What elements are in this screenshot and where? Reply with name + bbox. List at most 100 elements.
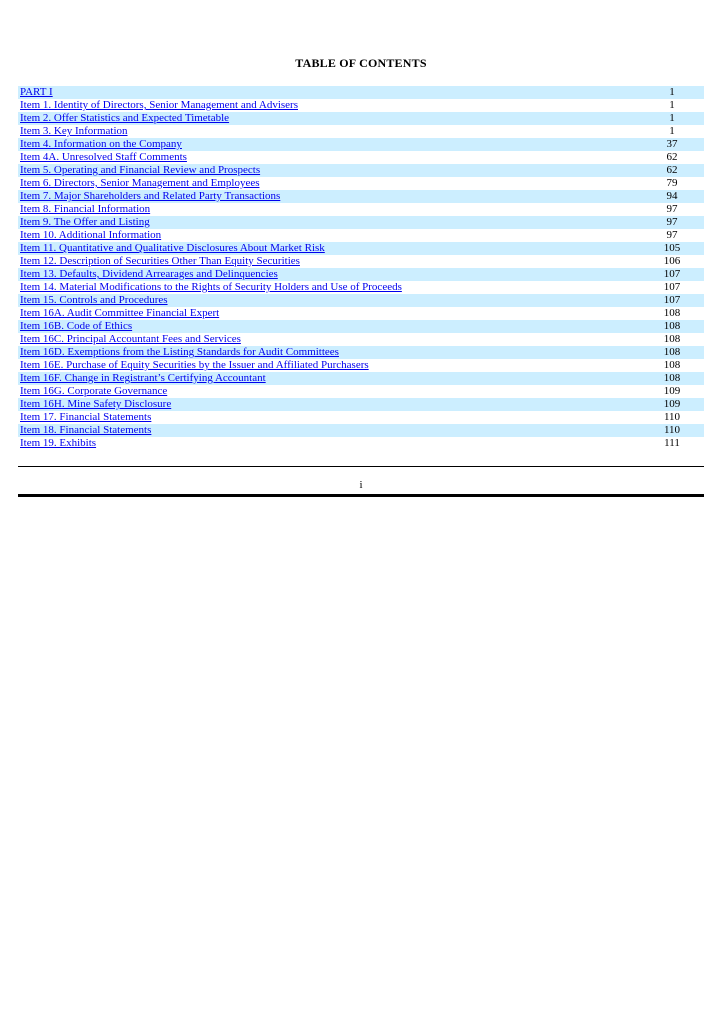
toc-entry-label: Item 6. Directors, Senior Management and…: [18, 177, 640, 190]
footer-divider-thick: [18, 494, 704, 497]
toc-row: Item 5. Operating and Financial Review a…: [18, 164, 704, 177]
toc-row: Item 9. The Offer and Listing 97: [18, 216, 704, 229]
toc-row: Item 17. Financial Statements 110: [18, 411, 704, 424]
toc-entry-page-number: 106: [663, 255, 681, 267]
toc-entry-label: Item 7. Major Shareholders and Related P…: [18, 190, 640, 203]
toc-row: Item 16A. Audit Committee Financial Expe…: [18, 307, 704, 320]
toc-entry-page-number: 109: [663, 398, 681, 410]
toc-row: Item 2. Offer Statistics and Expected Ti…: [18, 112, 704, 125]
toc-entry-label: Item 14. Material Modifications to the R…: [18, 281, 640, 294]
toc-row: Item 10. Additional Information 97: [18, 229, 704, 242]
toc-entry-link[interactable]: Item 8. Financial Information: [20, 203, 151, 215]
toc-row: Item 16D. Exemptions from the Listing St…: [18, 346, 704, 359]
toc-entry-link[interactable]: Item 16C. Principal Accountant Fees and …: [20, 333, 241, 345]
toc-entry-label: Item 16H. Mine Safety Disclosure: [18, 398, 640, 411]
toc-entry-link[interactable]: Item 9. The Offer and Listing: [20, 216, 150, 228]
toc-entry-link[interactable]: Item 16F. Change in Registrant’s Certify…: [20, 372, 266, 384]
toc-entry-link[interactable]: PART I: [20, 86, 53, 98]
toc-entry-link[interactable]: Item 1. Identity of Directors, Senior Ma…: [20, 99, 298, 111]
toc-entry-label: Item 16G. Corporate Governance: [18, 385, 640, 398]
toc-entry-page-number: 110: [663, 411, 681, 423]
toc-entry-label: Item 8. Financial Information: [18, 203, 640, 216]
toc-entry-page-number: 1: [669, 99, 675, 111]
toc-entry-label: Item 4. Information on the Company: [18, 138, 640, 151]
toc-entry-link[interactable]: Item 14. Material Modifications to the R…: [20, 281, 402, 293]
toc-entry-label: PART I: [18, 86, 640, 99]
toc-entry-page-number: 111: [664, 437, 680, 449]
toc-entry-label: Item 16D. Exemptions from the Listing St…: [18, 346, 640, 359]
toc-entry-page-number: 1: [669, 112, 675, 124]
toc-row: Item 15. Controls and Procedures 107: [18, 294, 704, 307]
toc-row: PART I 1: [18, 86, 704, 99]
page-title: TABLE OF CONTENTS: [295, 56, 427, 70]
toc-entry-page-number: 107: [663, 294, 681, 306]
toc-entry-label: Item 3. Key Information: [18, 125, 640, 138]
toc-entry-label: Item 16F. Change in Registrant’s Certify…: [18, 372, 640, 385]
toc-entry-link[interactable]: Item 15. Controls and Procedures: [20, 294, 168, 306]
toc-entry-label: Item 16B. Code of Ethics: [18, 320, 640, 333]
toc-entry-label: Item 13. Defaults, Dividend Arrearages a…: [18, 268, 640, 281]
toc-entry-link[interactable]: Item 16D. Exemptions from the Listing St…: [20, 346, 339, 358]
toc-entry-label: Item 15. Controls and Procedures: [18, 294, 640, 307]
toc-entry-label: Item 10. Additional Information: [18, 229, 640, 242]
toc-row: Item 18. Financial Statements 110: [18, 424, 704, 437]
document-page: TABLE OF CONTENTS PART I 1 Item 1. Ident…: [18, 0, 704, 497]
toc-entry-link[interactable]: Item 13. Defaults, Dividend Arrearages a…: [20, 268, 278, 280]
toc-entry-page-number: 108: [663, 320, 681, 332]
toc-row: Item 6. Directors, Senior Management and…: [18, 177, 704, 190]
toc-entry-label: Item 2. Offer Statistics and Expected Ti…: [18, 112, 640, 125]
toc-entry-link[interactable]: Item 16E. Purchase of Equity Securities …: [20, 359, 369, 371]
toc-entry-page-number: 108: [663, 307, 681, 319]
toc-entry-page-number: 62: [666, 164, 678, 176]
toc-entry-label: Item 9. The Offer and Listing: [18, 216, 640, 229]
toc-entry-page-number: 62: [666, 151, 678, 163]
toc-entry-link[interactable]: Item 18. Financial Statements: [20, 424, 152, 436]
toc-entry-link[interactable]: Item 11. Quantitative and Qualitative Di…: [20, 242, 325, 254]
toc-row: Item 8. Financial Information 97: [18, 203, 704, 216]
toc-entry-link[interactable]: Item 17. Financial Statements: [20, 411, 152, 423]
toc-entry-page-number: 109: [663, 385, 681, 397]
toc-entry-page-number: 97: [666, 229, 678, 241]
toc-entry-page-number: 37: [666, 138, 678, 150]
toc-entry-link[interactable]: Item 4. Information on the Company: [20, 138, 182, 150]
toc-entry-label: Item 19. Exhibits: [18, 437, 640, 450]
toc-entry-page-number: 107: [663, 281, 681, 293]
toc-entry-link[interactable]: Item 5. Operating and Financial Review a…: [20, 164, 261, 176]
toc-entry-label: Item 11. Quantitative and Qualitative Di…: [18, 242, 640, 255]
footer-page-number: i: [359, 479, 363, 491]
toc-entry-label: Item 1. Identity of Directors, Senior Ma…: [18, 99, 640, 112]
toc-entry-link[interactable]: Item 7. Major Shareholders and Related P…: [20, 190, 281, 202]
toc-row: Item 14. Material Modifications to the R…: [18, 281, 704, 294]
toc-entry-link[interactable]: Item 4A. Unresolved Staff Comments: [20, 151, 187, 163]
toc-row: Item 4. Information on the Company 37: [18, 138, 704, 151]
toc-entry-label: Item 5. Operating and Financial Review a…: [18, 164, 640, 177]
toc-entry-link[interactable]: Item 2. Offer Statistics and Expected Ti…: [20, 112, 230, 124]
toc-entry-link[interactable]: Item 6. Directors, Senior Management and…: [20, 177, 260, 189]
toc-entry-link[interactable]: Item 16A. Audit Committee Financial Expe…: [20, 307, 220, 319]
toc-row: Item 7. Major Shareholders and Related P…: [18, 190, 704, 203]
toc-entry-label: Item 16A. Audit Committee Financial Expe…: [18, 307, 640, 320]
toc-row: Item 16H. Mine Safety Disclosure 109: [18, 398, 704, 411]
toc-row: Item 16C. Principal Accountant Fees and …: [18, 333, 704, 346]
toc-entry-page-number: 108: [663, 372, 681, 384]
toc-entry-link[interactable]: Item 10. Additional Information: [20, 229, 162, 241]
toc-entry-link[interactable]: Item 16H. Mine Safety Disclosure: [20, 398, 172, 410]
toc-entry-link[interactable]: Item 12. Description of Securities Other…: [20, 255, 300, 267]
toc-entry-page-number: 1: [669, 86, 675, 98]
toc-entry-link[interactable]: Item 16B. Code of Ethics: [20, 320, 133, 332]
toc-row: Item 16G. Corporate Governance 109: [18, 385, 704, 398]
toc-row: Item 3. Key Information 1: [18, 125, 704, 138]
toc-row: Item 19. Exhibits 111: [18, 437, 704, 450]
toc-entry-page-number: 108: [663, 346, 681, 358]
toc-table: PART I 1 Item 1. Identity of Directors, …: [18, 86, 704, 450]
toc-entry-label: Item 18. Financial Statements: [18, 424, 640, 437]
toc-entry-page-number: 79: [666, 177, 678, 189]
toc-entry-page-number: 105: [663, 242, 681, 254]
toc-row: Item 4A. Unresolved Staff Comments 62: [18, 151, 704, 164]
toc-entry-link[interactable]: Item 16G. Corporate Governance: [20, 385, 168, 397]
toc-entry-link[interactable]: Item 19. Exhibits: [20, 437, 97, 449]
toc-entry-link[interactable]: Item 3. Key Information: [20, 125, 128, 137]
toc-entry-label: Item 16C. Principal Accountant Fees and …: [18, 333, 640, 346]
toc-entry-label: Item 12. Description of Securities Other…: [18, 255, 640, 268]
toc-row: Item 11. Quantitative and Qualitative Di…: [18, 242, 704, 255]
